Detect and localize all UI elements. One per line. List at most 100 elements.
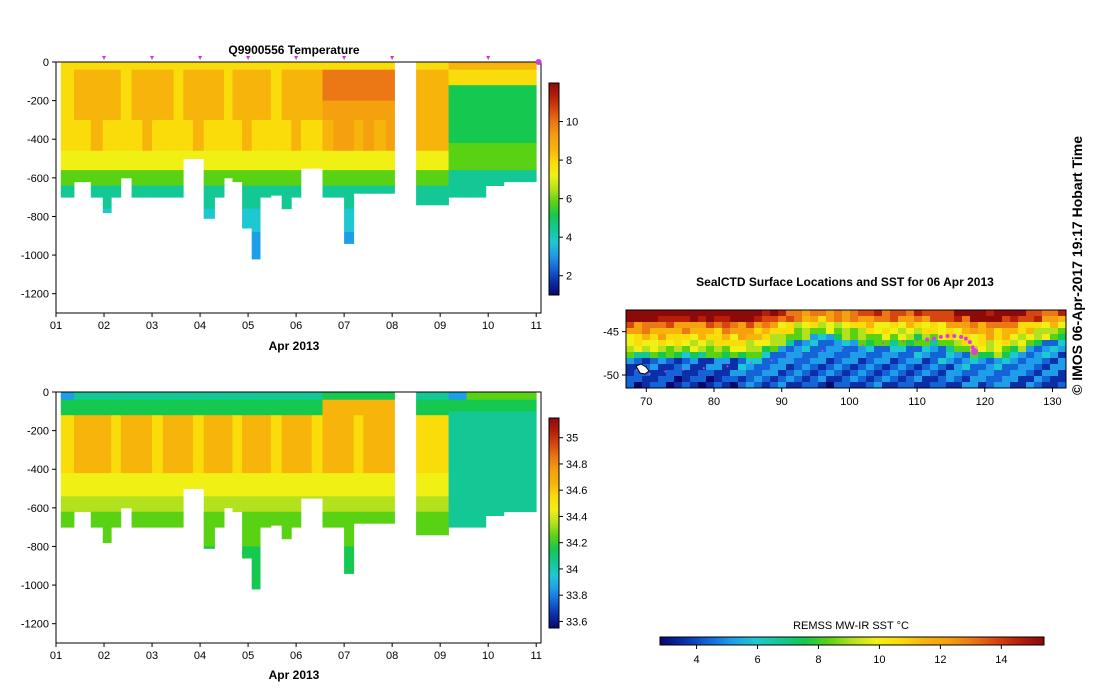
salinity-cell (102, 492, 112, 497)
salinity-cell (142, 438, 153, 443)
temperature-cell (333, 139, 345, 144)
sst-cell (986, 316, 995, 323)
salinity-cell (333, 446, 345, 451)
track-point (861, 344, 864, 347)
temperature-cell (152, 177, 164, 183)
temperature-cell (60, 170, 75, 175)
salinity-cell (142, 392, 153, 397)
temperature-cell (173, 177, 184, 183)
sst-cell (674, 316, 683, 323)
temperature-cell (142, 116, 153, 121)
salinity-cell (60, 426, 75, 432)
temperature-cell (251, 119, 261, 125)
salinity-cell (111, 446, 122, 451)
sst-cell (874, 364, 883, 371)
temperature-cell (120, 112, 132, 117)
salinity-cell (192, 438, 205, 443)
salinity-cell (111, 484, 122, 489)
salinity-cell (270, 415, 283, 420)
salinity-cell (242, 519, 253, 524)
temperature-cell (386, 108, 395, 113)
salinity-cell (322, 392, 334, 397)
temperature-cell (60, 150, 75, 156)
sst-cell (898, 310, 907, 317)
track-point (821, 349, 824, 352)
sst-cell (914, 328, 923, 335)
sst-cell (1018, 310, 1027, 317)
sst-cell (626, 316, 635, 323)
salinity-cell (311, 457, 323, 462)
temperature-cell (353, 119, 364, 125)
temperature-cell (281, 100, 292, 105)
salinity-cell (203, 477, 215, 482)
sst-cell (722, 328, 731, 335)
salinity-cell (291, 511, 302, 516)
sst-cell (922, 358, 931, 365)
salinity-cell (192, 449, 205, 455)
temperature-cell (183, 104, 194, 109)
sst-cell (722, 358, 731, 365)
sst-cell (642, 382, 651, 389)
sst-cell (1026, 370, 1035, 377)
salinity-cell (251, 480, 261, 486)
temperature-cell (251, 162, 261, 167)
temperature-cell (183, 131, 194, 136)
sst-cell (650, 310, 659, 317)
salinity-cell (90, 453, 104, 459)
salinity-cell (162, 477, 174, 482)
temperature-cell (300, 104, 313, 109)
temperature-cell (203, 119, 215, 125)
temperature-cell (162, 85, 174, 90)
sst-cell (930, 310, 939, 317)
temperature-cell (232, 135, 243, 140)
salinity-cell (448, 507, 467, 513)
salinity-cell (60, 473, 75, 478)
temperature-cell (374, 81, 387, 86)
sst-cell (1034, 328, 1043, 335)
temperature-cell (203, 108, 215, 113)
salinity-cell (311, 403, 323, 408)
salinity-cell (520, 395, 537, 401)
sst-cell (682, 346, 691, 353)
sst-cell (810, 382, 819, 389)
temperature-cell (374, 119, 387, 125)
salinity-cell (520, 449, 537, 455)
temperature-cell (270, 69, 283, 74)
temperature-cell (260, 73, 272, 78)
salinity-cell (152, 500, 164, 505)
sst-cell (1018, 358, 1027, 365)
salinity-cell (74, 430, 92, 435)
salinity-cell (142, 477, 153, 482)
salinity-cell (311, 430, 323, 435)
salinity-cell (363, 480, 375, 486)
temperature-cell (353, 170, 364, 175)
salinity-cell (224, 392, 233, 397)
sst-cell (866, 328, 875, 335)
sst-cell (818, 310, 827, 317)
salinity-cell (416, 480, 449, 486)
salinity-cell (74, 496, 92, 501)
salinity-cell (322, 515, 334, 520)
temperature-cell (416, 139, 449, 144)
salinity-cell (74, 492, 92, 497)
salinity-cell (152, 426, 164, 432)
temperature-cell (333, 119, 345, 125)
salinity-cell (291, 484, 302, 489)
temperature-cell (102, 185, 112, 190)
temperature-cell (90, 147, 104, 152)
track-point (938, 334, 943, 339)
sst-cell (730, 364, 739, 371)
temperature-cell (214, 85, 225, 90)
temperature-cell (353, 154, 364, 159)
salinity-cell (242, 465, 253, 470)
salinity-cell (260, 426, 272, 432)
salinity-cell (374, 480, 387, 486)
salinity-cell (353, 399, 364, 404)
temperature-cell (300, 166, 313, 169)
salinity-cell (485, 511, 505, 516)
temperature-cell (485, 62, 505, 67)
temperature-cell (90, 104, 104, 109)
temperature-cell (192, 143, 205, 148)
salinity-cell (386, 411, 395, 416)
temperature-cell (503, 96, 521, 102)
